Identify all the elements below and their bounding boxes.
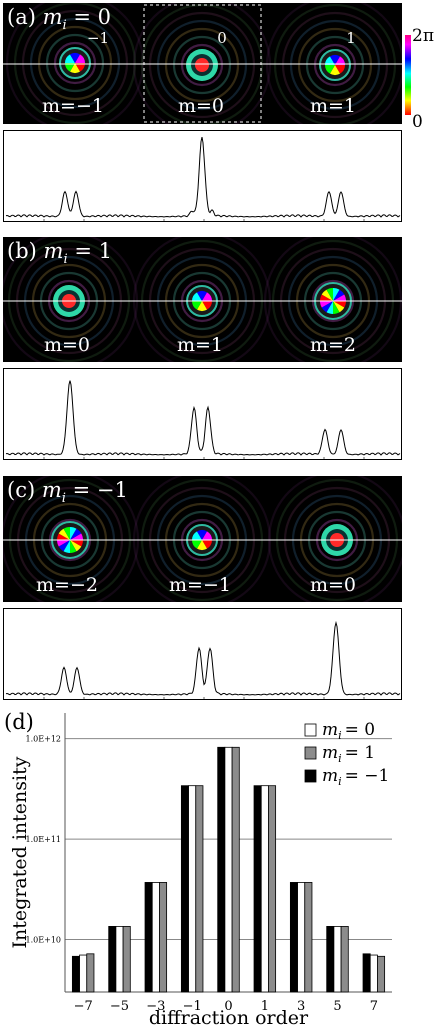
x-tick-label: 0 (224, 999, 232, 1014)
panel-a-m-label-2: m=0 (177, 95, 225, 117)
x-tick-label: −5 (110, 999, 129, 1014)
panel-b-label: (b) mi = 1 (7, 239, 112, 268)
panel-c-m-label-1: m=−2 (36, 574, 98, 596)
bar (122, 926, 131, 993)
colorbar-top-label: 2π (412, 26, 434, 46)
bar (79, 954, 88, 993)
panel-c-profile-curve (5, 620, 401, 699)
bar (377, 955, 386, 993)
legend-entry: mi = 0 (322, 720, 375, 742)
legend-entry: mi = −1 (322, 766, 389, 788)
bar (159, 882, 168, 993)
x-tick-label: 7 (370, 999, 378, 1014)
panel-b-m-label-2: m=1 (176, 334, 224, 356)
legend-entry: mi = 1 (322, 743, 375, 765)
panel-b-image: (b) mi = 1 m=0 m=1 m=2 (3, 237, 402, 362)
beam-order-1 (319, 49, 351, 81)
panel-a-profile (3, 130, 402, 222)
bar (180, 785, 189, 993)
x-tick-label: 1 (261, 999, 269, 1014)
legend-swatch (304, 746, 317, 760)
bar (224, 746, 233, 993)
panel-c-m-label-3: m=0 (309, 574, 357, 596)
bar (115, 926, 124, 993)
x-tick-label: −7 (74, 999, 93, 1014)
bar (108, 926, 117, 993)
phase-colorbar (405, 35, 411, 115)
beam-order-minus1-rings (5, 3, 145, 124)
bar (326, 926, 335, 993)
legend-swatch (304, 769, 317, 783)
panel-a-profile-curve (5, 136, 401, 221)
panel-c-profile (3, 608, 402, 700)
panel-c-beams (3, 476, 402, 602)
panel-c-image: (c) mi = −1 m=−2 m=−1 m=0 (3, 476, 402, 602)
panel-a-m-label-3: m=1 (309, 95, 357, 117)
bar (151, 882, 160, 993)
x-tick-label: −1 (183, 999, 202, 1014)
panel-b-profile (3, 368, 402, 460)
y-tick-label: 1.0E+12 (26, 735, 61, 744)
panel-a-label: (a) mi = 0 (7, 5, 112, 34)
bar (289, 882, 298, 993)
bar (304, 882, 313, 993)
x-axis-label: diffraction order (149, 1007, 309, 1029)
bar (188, 785, 197, 993)
bar (86, 953, 95, 993)
bar (260, 785, 269, 993)
panel-b-beams (3, 237, 402, 362)
beam-order-0-rings (132, 3, 272, 124)
bar (297, 882, 306, 993)
bar (362, 953, 371, 993)
x-tick-label: 5 (333, 999, 341, 1014)
colorbar-bottom-label: 0 (412, 112, 423, 132)
order-label-1: 1 (346, 29, 356, 47)
bar (253, 785, 262, 993)
panel-b-profile-curve (5, 380, 401, 459)
bar (340, 926, 349, 993)
bar (195, 785, 204, 993)
panel-b-m-label-3: m=2 (309, 334, 357, 356)
beam-order-1-rings (265, 3, 402, 124)
bar (217, 746, 226, 993)
bar (369, 954, 378, 993)
profB-line (5, 380, 401, 456)
x-tick-label: −3 (146, 999, 165, 1014)
x-tick-label: 3 (297, 999, 305, 1014)
order-label-minus1: −1 (86, 29, 110, 47)
y-axis-label: Integrated intensity (9, 756, 31, 948)
bar (268, 785, 277, 993)
bar (231, 746, 240, 993)
legend-swatch (304, 723, 317, 737)
order-0-selection-box (143, 4, 262, 123)
panel-a-beams (3, 3, 402, 124)
order-label-0: 0 (217, 29, 227, 47)
bar (71, 955, 80, 993)
bar (333, 926, 342, 993)
y-tick-label: 1.0E+10 (26, 935, 61, 944)
profC-line (5, 620, 401, 696)
beam-order-0 (186, 49, 218, 81)
panel-a-image: (a) mi = 0 −1 0 1 m=−1 m=0 m=1 (3, 3, 402, 124)
panel-a-m-label-1: m=−1 (42, 95, 104, 117)
beam-order-minus1 (59, 47, 91, 79)
bar (144, 882, 153, 993)
panel-b-m-label-1: m=0 (43, 334, 91, 356)
panel-c-label: (c) mi = −1 (7, 478, 128, 507)
panel-c-m-label-2: m=−1 (169, 574, 231, 596)
y-tick-label: 1.0E+11 (26, 835, 61, 844)
profA-line (5, 136, 401, 218)
panel-d-label: (d) (4, 710, 34, 734)
panel-d-bar-chart: (d) 1.0E+10 1.0E+11 1.0E+12 −7 −5 −3 −1 0 1 3 5 7 dif… (4, 710, 392, 1029)
legend: mi = 0mi = 1mi = −1 (304, 720, 389, 788)
